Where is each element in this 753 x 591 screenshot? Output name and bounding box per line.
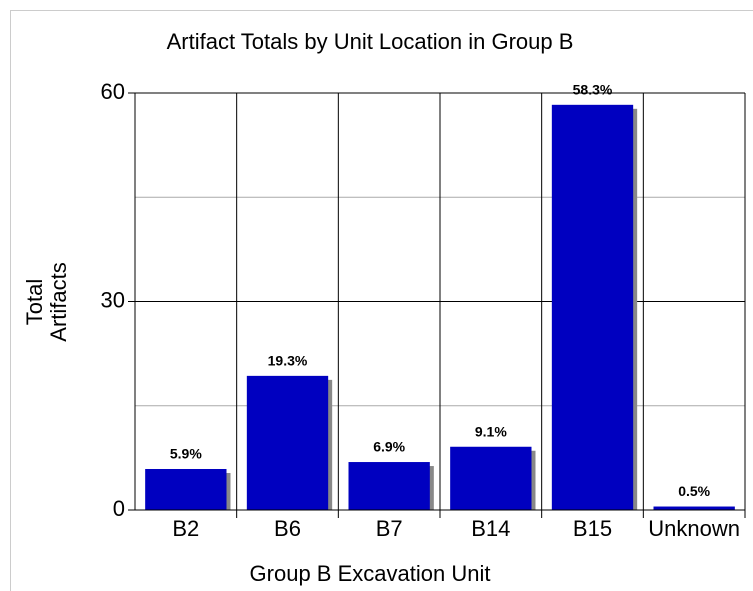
bar	[145, 468, 227, 510]
x-axis-label: Group B Excavation Unit	[250, 561, 491, 586]
y-axis-label: Total Artifacts	[22, 262, 71, 341]
data-label: 5.9%	[170, 446, 202, 462]
y-tick-label: 30	[101, 287, 125, 312]
x-tick-label: Unknown	[648, 516, 740, 541]
bar	[551, 104, 634, 510]
x-tick-label: B7	[376, 516, 403, 541]
y-axis-label-line: Total	[22, 279, 47, 325]
data-label: 6.9%	[373, 439, 405, 455]
bar	[653, 506, 735, 510]
bar	[348, 462, 430, 510]
x-tick-label: B15	[573, 516, 612, 541]
y-tick-label: 0	[113, 496, 125, 521]
y-axis-label-line: Artifacts	[46, 262, 71, 341]
data-label: 9.1%	[475, 423, 507, 439]
frame	[10, 10, 753, 591]
data-label: 0.5%	[678, 483, 710, 499]
data-label: 58.3%	[573, 82, 613, 98]
chart-title: Artifact Totals by Unit Location in Grou…	[167, 29, 574, 54]
x-tick-label: B6	[274, 516, 301, 541]
data-label: 19.3%	[268, 353, 308, 369]
bar	[246, 375, 329, 510]
x-tick-label: B2	[172, 516, 199, 541]
x-tick-label: B14	[471, 516, 510, 541]
bar	[450, 446, 532, 510]
y-tick-label: 60	[101, 79, 125, 104]
